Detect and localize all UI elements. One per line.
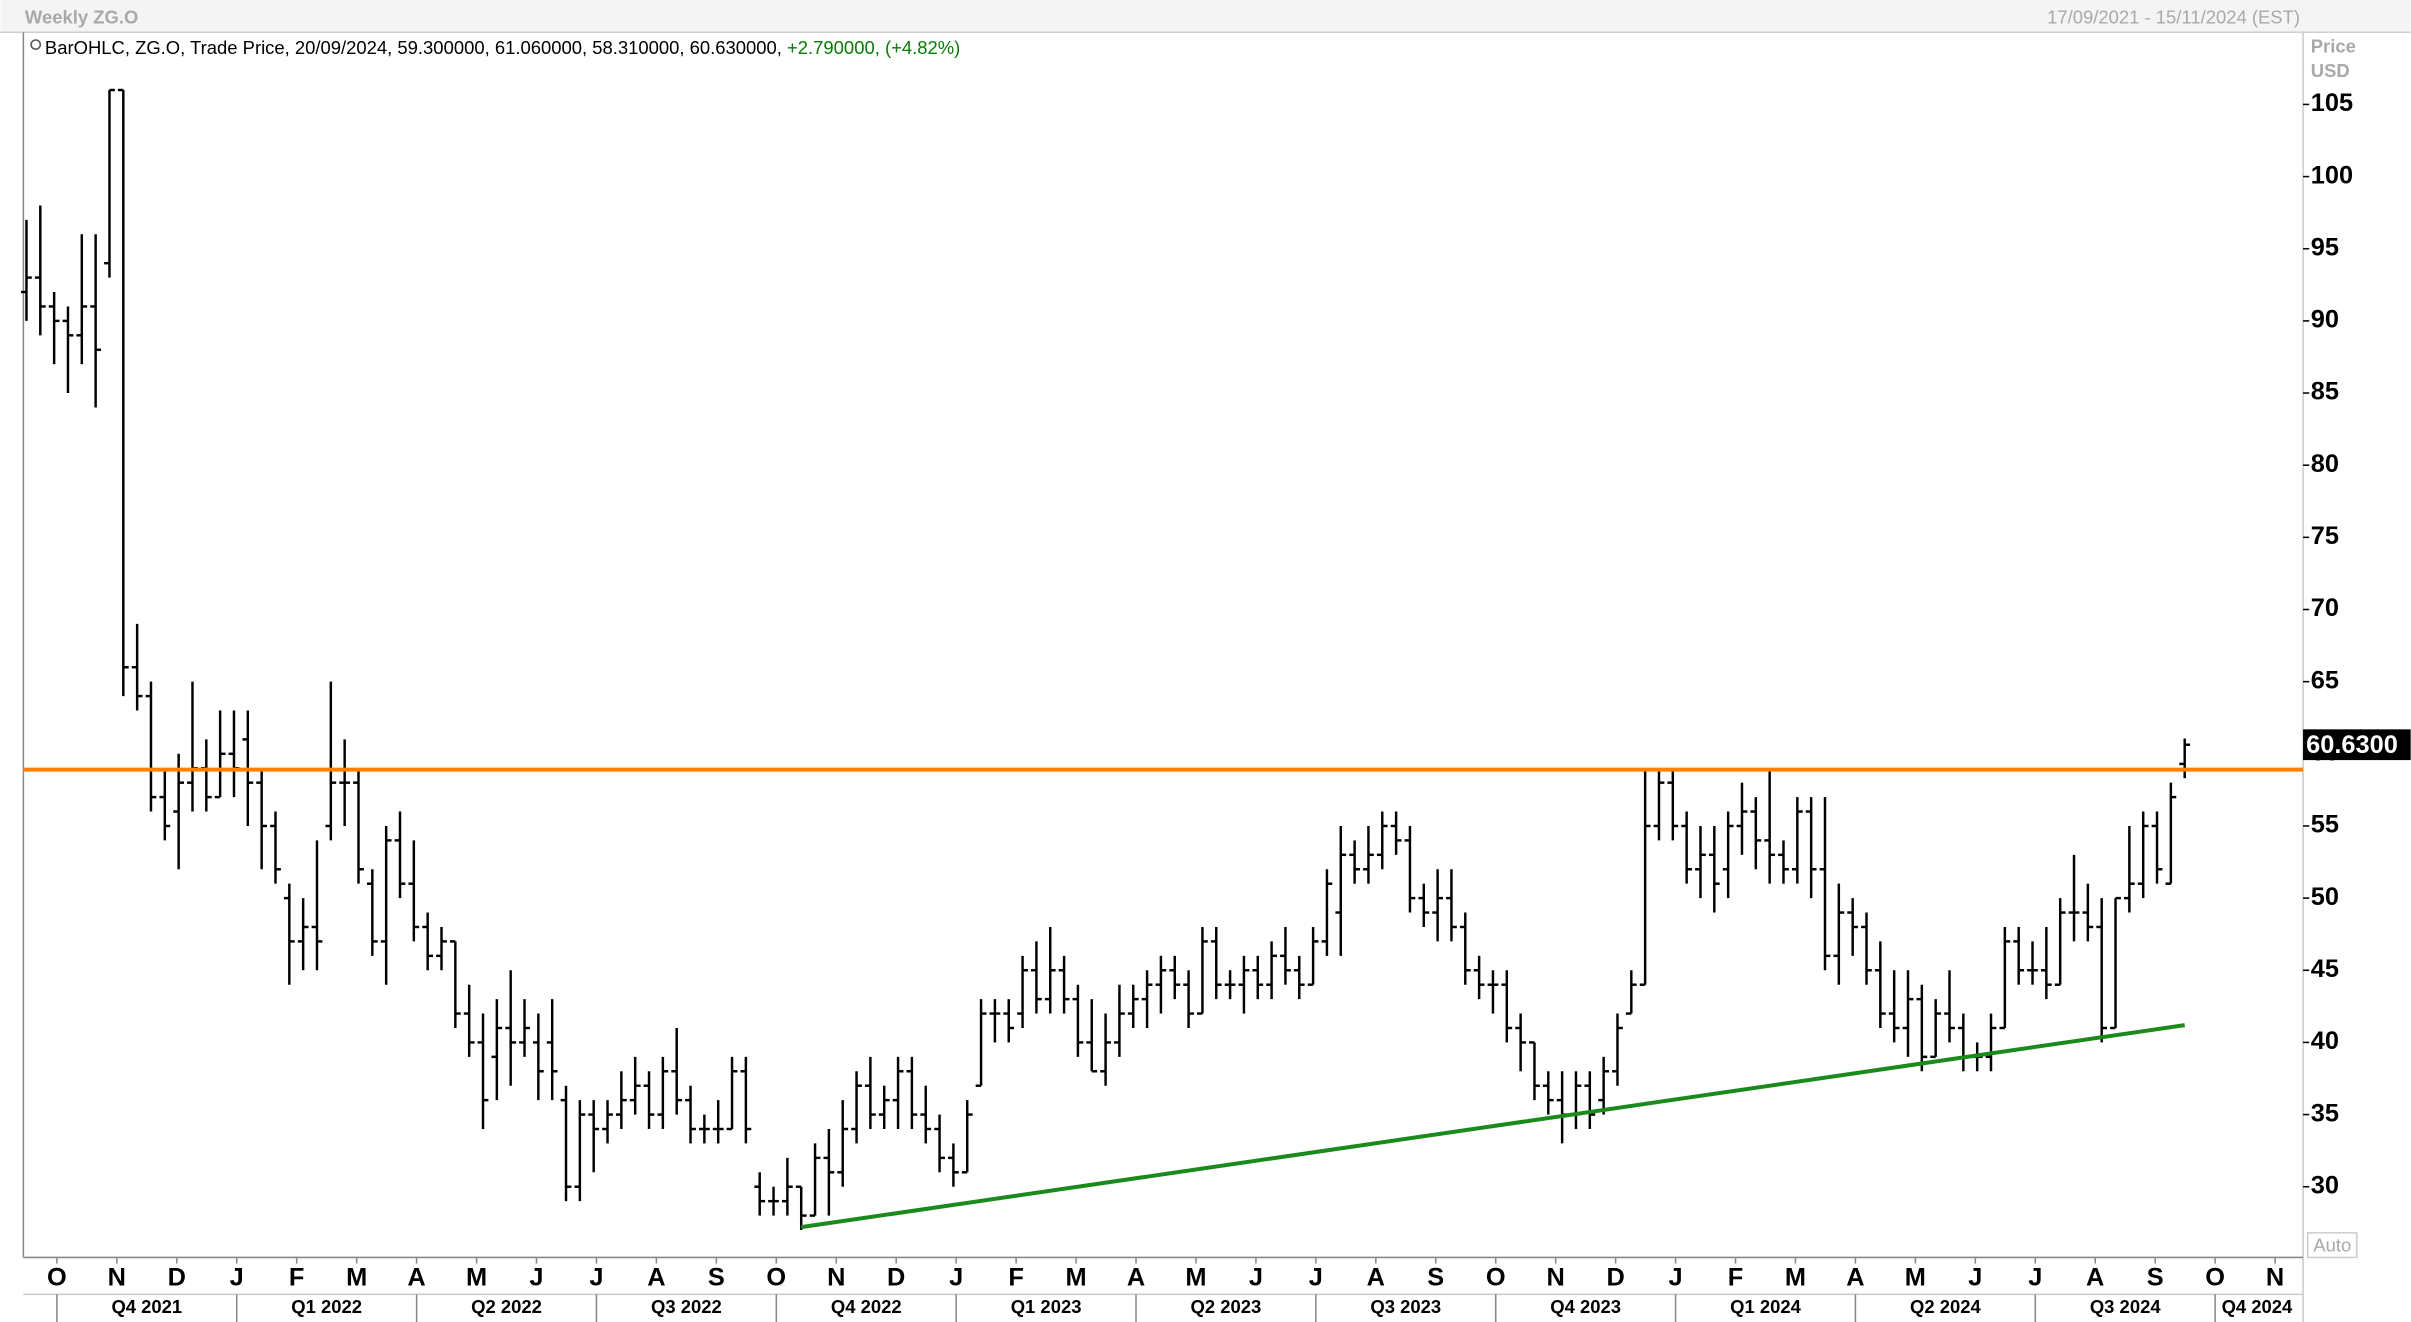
x-tick-label: F [1008,1264,1023,1292]
legend-change: +2.790000, (+4.82%) [787,37,960,58]
quarter-label: Q3 2022 [651,1296,722,1317]
x-tick-label: A [2086,1264,2104,1292]
x-tick-label: N [827,1264,845,1292]
quarter-label: Q2 2022 [471,1296,542,1317]
x-tick-label: M [1066,1264,1087,1292]
quarter-label: Q3 2023 [1370,1296,1441,1317]
x-tick-label: A [1367,1264,1385,1292]
x-tick-label: F [1728,1264,1744,1292]
x-tick-label: N [2266,1264,2284,1292]
x-tick-label: J [230,1264,244,1292]
y-tick-label: 75 [2311,522,2339,550]
y-tick-label: 30 [2311,1171,2339,1199]
x-tick-label: S [708,1264,725,1292]
x-tick-label: J [1968,1264,1982,1292]
scale-mode[interactable]: Auto [2313,1235,2351,1256]
y-tick-label: 105 [2311,89,2353,117]
quarter-label: Q1 2024 [1730,1296,1801,1317]
quarter-label: Q4 2021 [111,1296,182,1317]
y-axis-title: Price [2311,36,2356,57]
x-tick-label: M [1185,1264,1206,1292]
y-tick-label: 90 [2311,306,2339,334]
last-price-box [2303,729,2411,761]
quarter-label: Q2 2024 [1910,1296,1981,1317]
quarter-label: Q2 2023 [1191,1296,1262,1317]
quarter-label: Q1 2022 [291,1296,362,1317]
y-tick-label: 80 [2311,450,2339,478]
y-tick-label: 40 [2311,1027,2339,1055]
x-tick-label: A [1127,1264,1145,1292]
x-tick-label: J [1309,1264,1323,1292]
x-tick-label: O [2205,1264,2225,1292]
quarter-label: Q4 2023 [1550,1296,1621,1317]
quarter-label: Q4 2022 [831,1296,902,1317]
x-tick-label: J [2028,1264,2042,1292]
x-tick-label: J [589,1264,603,1292]
y-tick-label: 50 [2311,883,2339,911]
x-tick-label: S [2147,1264,2164,1292]
x-tick-label: O [766,1264,786,1292]
x-tick-label: A [1846,1264,1864,1292]
y-tick-label: 95 [2311,233,2339,261]
x-tick-label: J [1249,1264,1263,1292]
x-tick-label: J [529,1264,543,1292]
x-tick-label: D [887,1264,905,1292]
legend-icon [30,39,42,50]
x-tick-label: M [1785,1264,1806,1292]
y-tick-label: 55 [2311,811,2339,839]
y-tick-label: 45 [2311,955,2339,983]
x-tick-label: M [466,1264,487,1292]
header-bar [0,0,2411,33]
scale-mode-box[interactable] [2306,1232,2358,1259]
date-range: 17/09/2021 - 15/11/2024 (EST) [2047,6,2300,27]
x-tick-label: O [1486,1264,1506,1292]
last-price-label: 60.6300 [2306,731,2398,759]
y-axis-unit: USD [2311,60,2350,81]
y-tick-label: 35 [2311,1099,2339,1127]
x-tick-label: J [949,1264,963,1292]
x-tick-label: A [647,1264,665,1292]
trend-line [800,1023,2185,1230]
legend: BarOHLC, ZG.O, Trade Price, 20/09/2024, … [45,37,960,58]
legend-text: BarOHLC, ZG.O, Trade Price, 20/09/2024, … [45,37,782,58]
y-tick-label: 70 [2311,594,2339,622]
x-tick-label: N [1547,1264,1565,1292]
x-tick-label: M [1905,1264,1926,1292]
x-tick-label: S [1427,1264,1444,1292]
y-tick-label: 85 [2311,378,2339,406]
quarter-label: Q1 2023 [1011,1296,1082,1317]
quarter-label: Q4 2024 [2222,1296,2293,1317]
y-tick-label: 65 [2311,666,2339,694]
x-tick-label: N [108,1264,126,1292]
x-tick-label: M [346,1264,367,1292]
x-tick-label: D [168,1264,186,1292]
chart-title: Weekly ZG.O [25,6,138,27]
x-tick-label: D [1606,1264,1624,1292]
y-tick-label: 100 [2311,161,2353,189]
x-tick-label: O [47,1264,67,1292]
x-tick-label: J [1669,1264,1683,1292]
x-tick-label: A [407,1264,425,1292]
x-tick-label: F [289,1264,305,1292]
quarter-label: Q3 2024 [2090,1296,2161,1317]
